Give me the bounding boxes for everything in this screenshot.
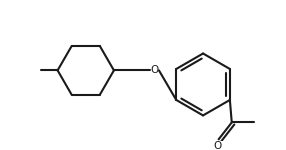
Text: O: O (150, 65, 158, 75)
Text: O: O (214, 141, 222, 150)
